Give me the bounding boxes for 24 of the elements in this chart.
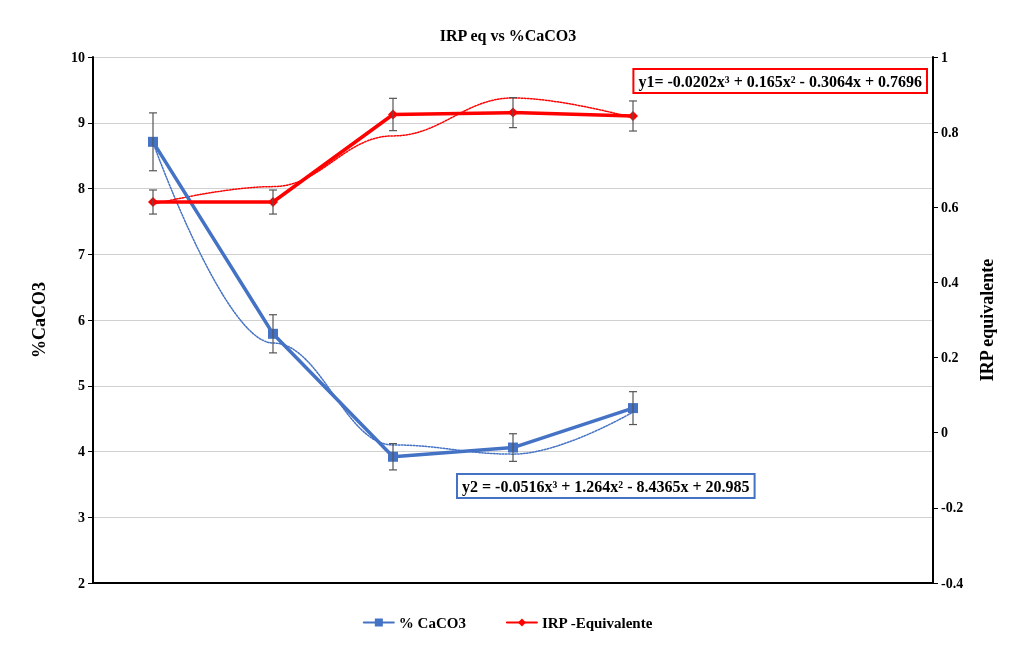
y2-tick-label: -0.4 xyxy=(941,575,964,591)
y-tick-label: 5 xyxy=(78,378,85,394)
y2-tick-label: 0.6 xyxy=(941,199,959,215)
y2-tick-label: 1 xyxy=(941,49,948,65)
y-tick-label: 3 xyxy=(78,509,85,525)
legend-label: IRP -Equivalente xyxy=(541,614,653,631)
y-tick-label: 2 xyxy=(78,575,85,591)
annotation: y2 = -0.0516x³ + 1.264x² - 8.4365x + 20.985 xyxy=(462,477,750,496)
y-tick-label: 10 xyxy=(71,49,85,65)
y2-tick-label: 0 xyxy=(941,425,948,441)
y-tick-label: 6 xyxy=(78,312,85,328)
y2-tick-label: 0.2 xyxy=(941,350,959,366)
y-tick-label: 8 xyxy=(78,181,85,196)
y-tick-label: 4 xyxy=(78,444,85,459)
chart-title: IRP eq vs %CaCO3 xyxy=(439,26,577,45)
y-tick-label: 7 xyxy=(78,246,85,262)
y-tick-label: 9 xyxy=(78,115,85,131)
y2-tick-label: 0.4 xyxy=(941,274,959,290)
annotation: y1= -0.0202x³ + 0.165x² - 0.3064x + 0.7696 xyxy=(638,72,923,91)
y2-tick-label: 0.8 xyxy=(941,124,959,140)
y2-axis-title: IRP equivalente xyxy=(977,258,997,382)
legend-label: % CaCO3 xyxy=(398,614,466,631)
y-axis-title: %CaCO3 xyxy=(29,282,49,358)
y2-tick-label: -0.2 xyxy=(941,500,964,516)
